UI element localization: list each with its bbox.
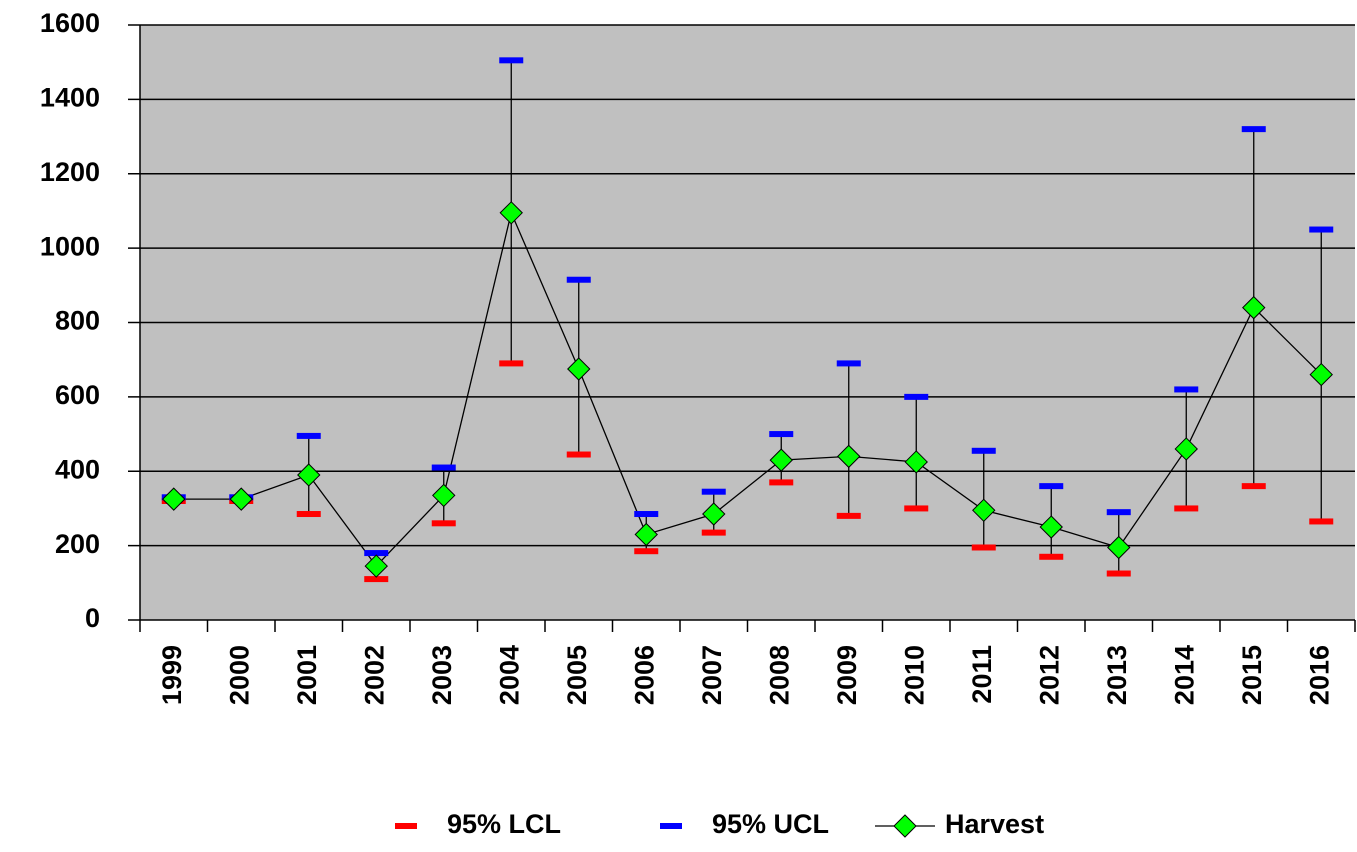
x-tick-label: 1999 [157, 645, 187, 705]
y-tick-label: 1000 [40, 231, 100, 261]
marker [1039, 515, 1063, 539]
marker [634, 522, 658, 547]
marker [1174, 505, 1199, 512]
x-tick-label: 2008 [764, 645, 794, 705]
marker [769, 479, 794, 486]
marker [296, 432, 321, 439]
marker [1174, 386, 1199, 393]
marker [904, 450, 928, 474]
marker [567, 357, 591, 381]
marker [904, 393, 929, 400]
x-tick-label: 2009 [832, 645, 862, 705]
x-tick-label: 2011 [967, 645, 997, 704]
marker [162, 487, 186, 511]
marker [431, 464, 456, 471]
x-tick-label: 2016 [1304, 645, 1334, 705]
legend-marker [893, 814, 917, 838]
y-tick-label: 400 [55, 454, 100, 484]
marker [364, 554, 388, 578]
x-tick-label: 2015 [1237, 645, 1267, 705]
x-tick-label: 2003 [427, 645, 457, 705]
marker [297, 463, 321, 487]
marker [1309, 226, 1334, 233]
y-tick-label: 1200 [40, 157, 100, 187]
x-tick-label: 2014 [1169, 645, 1199, 705]
y-tick-label: 600 [55, 380, 100, 410]
y-tick-label: 1400 [40, 83, 100, 113]
marker [702, 502, 726, 526]
marker [499, 201, 523, 225]
y-tick-label: 0 [85, 603, 100, 633]
marker [1241, 483, 1266, 490]
marker [1309, 362, 1333, 387]
marker [972, 498, 996, 523]
marker [769, 431, 794, 438]
marker [296, 511, 321, 518]
marker [229, 487, 253, 511]
marker [1309, 518, 1334, 525]
marker [432, 483, 456, 508]
marker [1106, 509, 1131, 516]
y-tick-label: 1600 [40, 8, 100, 38]
x-tick-label: 2001 [292, 645, 322, 705]
marker [499, 360, 524, 367]
marker [634, 548, 659, 555]
x-tick-label: 2007 [697, 645, 727, 705]
x-tick-label: 2004 [494, 645, 524, 705]
marker [364, 550, 389, 557]
marker [837, 444, 861, 469]
marker [701, 488, 726, 495]
marker [566, 276, 591, 283]
legend-marker [660, 823, 682, 829]
x-tick-label: 2000 [224, 645, 254, 705]
x-tick-label: 2012 [1034, 645, 1064, 705]
marker [1039, 483, 1064, 490]
marker [634, 511, 659, 518]
x-tick-label: 2013 [1102, 645, 1132, 705]
marker [971, 447, 996, 454]
legend-label: 95% LCL [447, 809, 561, 839]
marker [904, 505, 929, 512]
y-tick-label: 200 [55, 529, 100, 559]
marker [1174, 437, 1198, 461]
x-tick-label: 2005 [562, 645, 592, 705]
marker [431, 520, 456, 527]
marker [499, 57, 524, 64]
marker [1039, 553, 1064, 560]
marker [836, 512, 861, 519]
marker [364, 576, 389, 583]
marker [769, 448, 793, 472]
marker [971, 544, 996, 551]
marker [1106, 570, 1131, 577]
y-tick-label: 800 [55, 306, 100, 336]
marker [1241, 126, 1266, 133]
legend-label: 95% UCL [712, 809, 829, 839]
marker [1107, 535, 1131, 560]
marker [836, 360, 861, 367]
marker [1242, 295, 1266, 320]
marker [701, 529, 726, 536]
legend-label: Harvest [945, 809, 1044, 839]
marker [566, 451, 591, 458]
x-tick-label: 2010 [899, 645, 929, 705]
x-tick-label: 2006 [629, 645, 659, 705]
legend-marker [395, 823, 417, 829]
x-tick-label: 2002 [359, 645, 389, 705]
